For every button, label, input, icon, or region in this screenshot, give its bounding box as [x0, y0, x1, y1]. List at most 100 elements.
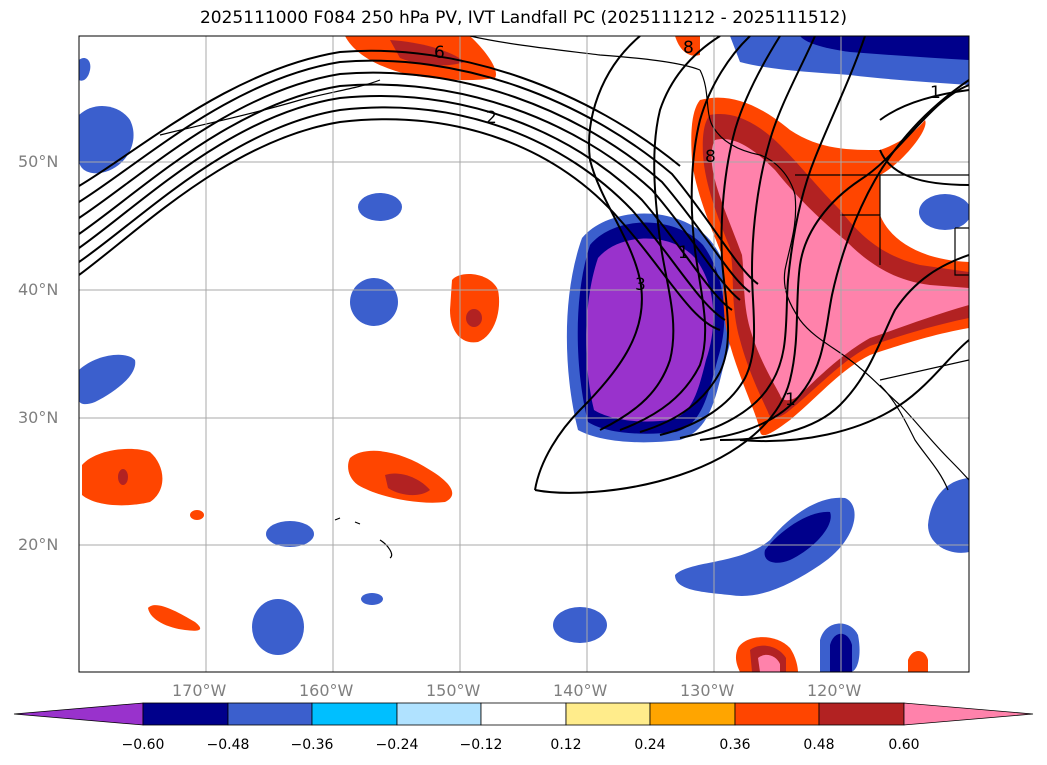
coastline-north-america	[699, 69, 969, 481]
gridlines	[79, 36, 969, 672]
neg-blob-small-6	[553, 607, 607, 643]
neg-blob-small-5	[361, 593, 383, 605]
colorbar-segment	[734, 702, 820, 726]
colorbar-tick-label: −0.36	[290, 737, 334, 753]
neg-blob-se-band-dark	[764, 511, 831, 563]
pv-contour-ne	[879, 89, 969, 121]
border-state-3	[954, 227, 969, 276]
pos-blob-sw-3	[190, 510, 204, 520]
map-title: 2025111000 F084 250 hPa PV, IVT Landfall…	[199, 8, 847, 28]
lon-label-150w: 150°W	[426, 681, 481, 700]
colorbar-segment	[142, 702, 229, 726]
pos-blob-mid-dark	[466, 309, 482, 327]
colorbar-tick-label: 0.60	[888, 737, 920, 753]
pv-contour-5	[79, 71, 751, 293]
neg-blob-small-7	[919, 194, 969, 230]
pos-blob-alaska-2	[675, 36, 700, 56]
colorbar-segment	[396, 702, 482, 726]
pv-contour-trough-9	[719, 254, 969, 441]
pv-contour-3	[79, 95, 733, 311]
contour-label: 6	[434, 43, 445, 63]
pos-band-pink	[711, 139, 969, 401]
neg-blob-left-top2	[79, 58, 91, 81]
lon-label-160w: 160°W	[299, 681, 354, 700]
contour-label: 1	[678, 243, 689, 263]
pv-contour-trough-5	[639, 36, 781, 433]
pv-contour-2	[79, 106, 726, 321]
pv-contour-trough-10	[739, 339, 969, 443]
pv-contour-7	[79, 49, 681, 187]
colorbar-segment	[818, 702, 905, 726]
colorbar-segment	[227, 702, 313, 726]
neg-blob-left-mid	[79, 354, 136, 405]
colorbar-tick-label: 0.24	[634, 737, 666, 753]
pos-blob-sw-2-dark	[385, 473, 430, 496]
lat-label-50n: 50°N	[18, 152, 59, 171]
lon-label-170w: 170°W	[172, 681, 227, 700]
pos-blob-se-2	[908, 651, 928, 672]
pos-blob-mid	[450, 274, 500, 343]
neg-blob-small-2	[350, 278, 398, 326]
colorbar-segment	[311, 702, 398, 726]
contour-labels: 2 1 3 8 1 1 8 6	[434, 38, 941, 410]
border-us-mexico	[879, 359, 969, 381]
pv-contours	[79, 36, 969, 494]
contour-label: 2	[486, 108, 497, 128]
lat-label-40n: 40°N	[18, 280, 59, 299]
pv-contour-4	[79, 83, 741, 301]
map-content: 2 1 3 8 1 1 8 6	[79, 36, 969, 672]
colorbar-extend-right	[903, 702, 1034, 726]
coastline-baja	[879, 384, 949, 491]
colorbar-tick-label: 0.12	[550, 737, 582, 753]
colorbar	[13, 702, 1034, 726]
pv-contour-ne-2	[879, 149, 969, 186]
colorbar-tick-label: −0.60	[121, 737, 165, 753]
contour-label: 1	[785, 390, 796, 410]
colorbar-segment	[480, 702, 567, 726]
contour-label: 8	[705, 147, 716, 167]
lon-label-130w: 130°W	[680, 681, 735, 700]
pv-contour-trough-4	[619, 36, 751, 431]
colorbar-tick-label: −0.12	[459, 737, 503, 753]
pv-contour-1	[79, 118, 721, 331]
contour-label: 8	[683, 38, 694, 58]
colorbar-tick-label: 0.36	[719, 737, 751, 753]
neg-blob-topright-dark	[800, 36, 969, 60]
coastline-hawaii	[334, 517, 393, 559]
contour-label: 3	[635, 275, 646, 295]
lat-label-20n: 20°N	[18, 535, 59, 554]
pos-blob-alaska-dark	[390, 40, 465, 66]
pv-contour-6	[79, 59, 759, 285]
pv-contour-trough-1	[534, 36, 643, 491]
colorbar-tick-label: 0.48	[803, 737, 835, 753]
neg-blob-left-top	[79, 105, 134, 174]
pv-contour-trough-3	[599, 36, 721, 431]
coastline-alaska	[469, 36, 701, 71]
neg-blob-main-purple	[586, 238, 714, 422]
colorbar-segment	[649, 702, 736, 726]
pv-contour-trough-2	[534, 84, 969, 494]
neg-blob-right-edge	[928, 478, 969, 553]
lon-label-120w: 120°W	[807, 681, 862, 700]
pos-blob-se-pink	[758, 654, 780, 672]
map-frame	[78, 35, 970, 673]
lat-label-30n: 30°N	[18, 408, 59, 427]
negative-pc-field	[79, 36, 969, 672]
neg-blob-small-1	[358, 193, 402, 221]
pv-contour-trough-8	[699, 79, 969, 441]
pv-contour-trough-7	[679, 36, 866, 439]
coastline-aleutians	[159, 79, 381, 136]
pos-blob-sw-4	[148, 605, 201, 631]
pv-contour-trough-6	[659, 36, 816, 436]
colorbar-segment	[565, 702, 651, 726]
colorbar-tick-label: −0.48	[206, 737, 250, 753]
coastlines	[159, 36, 969, 559]
colorbar-extend-left	[13, 702, 144, 726]
lon-label-140w: 140°W	[553, 681, 608, 700]
colorbar-tick-label: −0.24	[375, 737, 419, 753]
neg-blob-small-3	[266, 521, 314, 547]
contour-label: 1	[930, 83, 941, 103]
pos-blob-sw-1-dark	[118, 469, 128, 485]
neg-blob-small-4	[252, 599, 304, 655]
